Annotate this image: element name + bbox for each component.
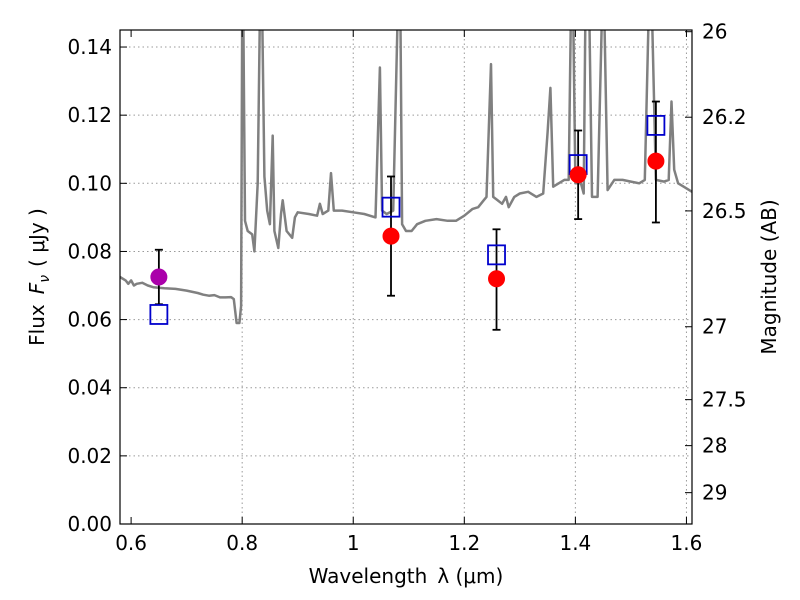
y2-tick-label: 26 [702, 20, 727, 44]
x-tick-label: 0.6 [115, 531, 147, 555]
y2-tick-label: 28 [702, 434, 727, 458]
observed-photometry-point [647, 152, 665, 170]
y-tick-label: 0.04 [67, 376, 112, 400]
x-tick-label: 1.4 [559, 531, 591, 555]
y2-tick-label: 29 [702, 481, 727, 505]
y-tick-label: 0.06 [67, 308, 112, 332]
model-photometry-square [487, 244, 506, 266]
y-tick-label: 0.00 [67, 512, 112, 536]
observed-photometry-point [150, 268, 168, 286]
plot-frame [119, 29, 693, 525]
y-tick-label: 0.14 [67, 35, 112, 59]
y-tick-label: 0.08 [67, 239, 112, 263]
y-tick-label: 0.10 [67, 171, 112, 195]
y-axis-label: Flux Fν ( μJy ) [25, 208, 53, 346]
y-axis-label-subscript: ν [37, 275, 53, 283]
x-tick-label: 1.6 [671, 531, 703, 555]
model-photometry-square [149, 304, 169, 325]
series-layer [120, 30, 692, 331]
y2-tick-label: 27 [702, 315, 727, 339]
y2-axis-label: Magnitude (AB) [757, 199, 781, 354]
plot-background [120, 30, 692, 524]
y-tick-label: 0.12 [67, 103, 112, 127]
x-tick-label: 1.2 [448, 531, 480, 555]
y-tick-label: 0.02 [67, 444, 112, 468]
observed-photometry-point [488, 270, 506, 288]
model-spectrum-line [120, 30, 692, 325]
y-axis-label-math: F [25, 282, 49, 294]
observed-photometry-point [569, 166, 587, 184]
x-tick-label: 0.8 [226, 531, 258, 555]
x-axis-label-math: λ (μm) [437, 564, 503, 588]
model-photometry-square [646, 114, 666, 136]
observed-photometry-point [382, 227, 400, 245]
y-axis-label-text: Flux [25, 304, 49, 346]
model-photometry-square [381, 196, 401, 218]
axis-ticks: 0.6 0.8 1 1.2 1.4 1.6 0.00 0.02 0.04 0.06 0.08 0.10… [67, 20, 746, 555]
x-axis-label: Wavelength λ (μm) [309, 564, 504, 588]
y2-tick-label: 27.5 [702, 388, 747, 412]
x-tick-label: 1 [347, 531, 360, 555]
x-axis-label-text: Wavelength [309, 564, 428, 588]
y-axis-label-unit: ( μJy ) [25, 208, 49, 267]
y2-tick-label: 26.5 [702, 199, 747, 223]
y2-tick-label: 26.2 [702, 105, 747, 129]
